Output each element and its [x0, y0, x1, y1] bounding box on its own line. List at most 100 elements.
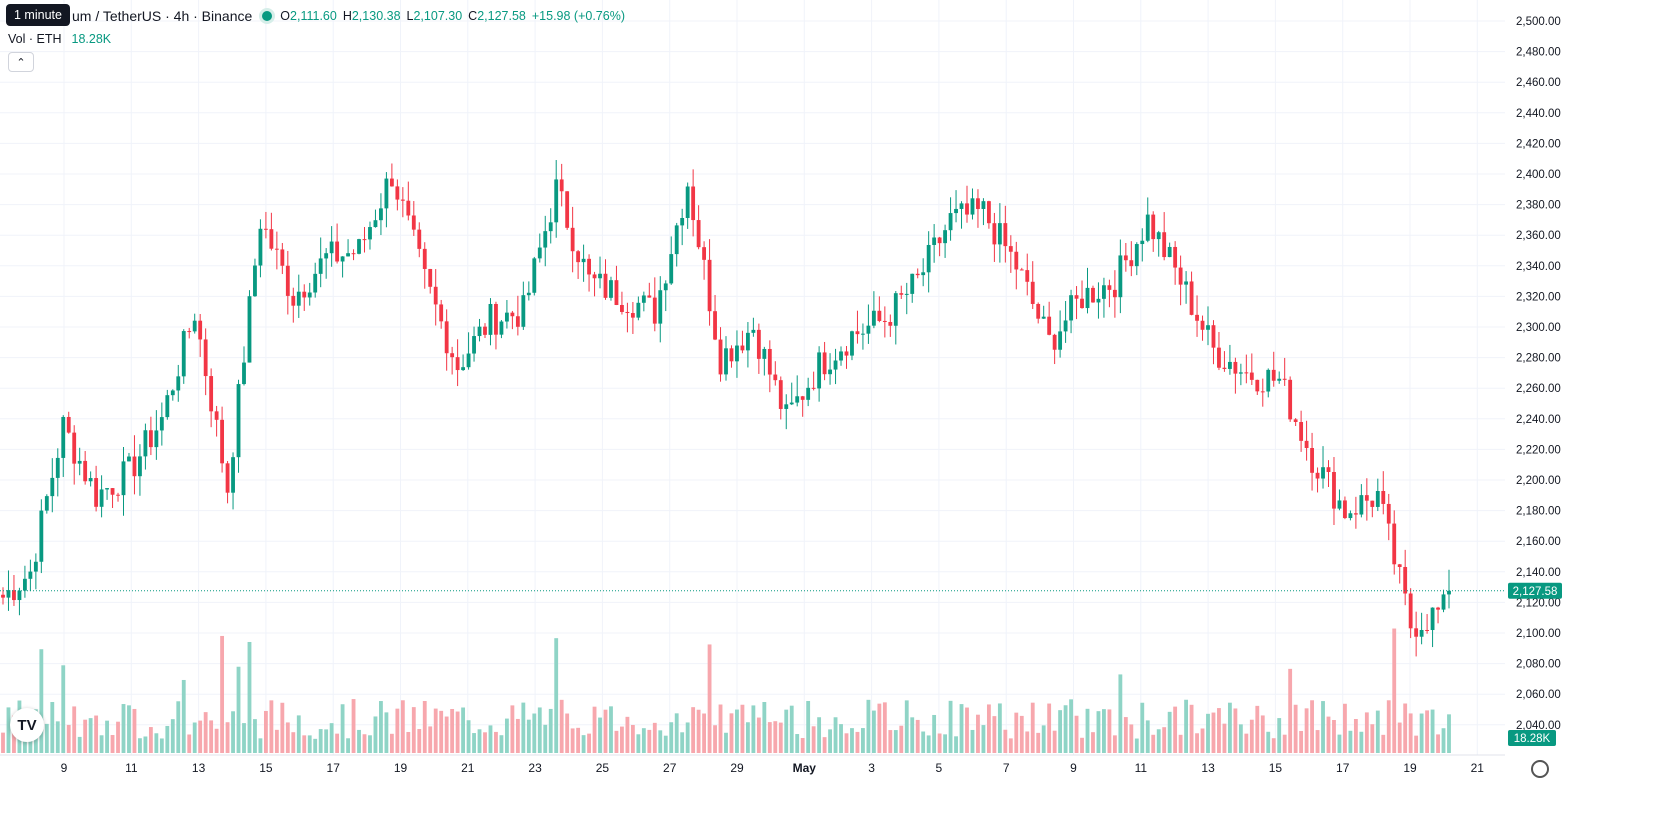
- volume-bar: [850, 728, 854, 753]
- candle-body: [1080, 298, 1084, 309]
- volume-bar: [822, 737, 827, 753]
- volume-bar: [565, 713, 570, 753]
- candle-body: [1359, 495, 1364, 515]
- volume-bar: [1271, 738, 1276, 753]
- candle-body: [1397, 564, 1402, 567]
- candle-body: [1447, 590, 1451, 595]
- price-tick-label: 2,140.00: [1516, 567, 1561, 579]
- chevron-up-icon: ⌃: [16, 56, 26, 69]
- volume-bar: [537, 707, 542, 753]
- volume-bar: [609, 706, 613, 753]
- candle-body: [850, 331, 854, 356]
- volume-legend: Vol · ETH 18.28K: [8, 32, 111, 46]
- volume-bar: [357, 729, 361, 753]
- volume-bar: [1238, 724, 1243, 753]
- candle-body: [1244, 372, 1249, 374]
- candle-body: [33, 561, 38, 572]
- volume-bar: [877, 703, 882, 753]
- candle-body: [77, 460, 82, 464]
- candle-body: [1403, 566, 1408, 594]
- candle-body: [170, 390, 175, 396]
- volume-bar: [828, 729, 832, 753]
- candle-body: [1058, 331, 1063, 350]
- candle-body: [1129, 260, 1134, 267]
- volume-bar: [121, 704, 126, 753]
- candle-body: [132, 456, 137, 477]
- candle-body: [1140, 240, 1145, 245]
- volume-bar: [976, 714, 980, 753]
- volume-bar: [307, 735, 312, 753]
- volume-bar: [105, 720, 109, 753]
- volume-bar: [1063, 705, 1068, 753]
- volume-bar: [817, 717, 822, 753]
- volume-label[interactable]: Vol · ETH: [8, 32, 62, 46]
- symbol-title[interactable]: um / TetherUS · 4h · Binance: [72, 8, 253, 24]
- candle-body: [1288, 379, 1293, 420]
- volume-bar: [1206, 713, 1210, 753]
- time-tick-label: May: [793, 761, 817, 775]
- volume-bar: [614, 730, 619, 753]
- volume-bar: [1343, 703, 1347, 753]
- volume-bar: [1277, 718, 1282, 753]
- candle-body: [1364, 495, 1369, 501]
- volume-bar: [1375, 710, 1380, 753]
- candle-body: [669, 254, 674, 284]
- candle-body: [1096, 298, 1101, 303]
- candle-body: [893, 293, 898, 326]
- volume-bar: [1184, 699, 1189, 753]
- volume-bar: [948, 700, 953, 753]
- collapse-legend-button[interactable]: ⌃: [8, 52, 34, 72]
- candle-body: [756, 329, 761, 359]
- volume-bar: [767, 722, 772, 753]
- volume-bar: [1364, 712, 1369, 753]
- volume-bars: [1, 628, 1451, 753]
- volume-bar: [170, 719, 175, 753]
- candle-body: [39, 510, 44, 562]
- volume-bar: [406, 731, 411, 753]
- candle-body: [532, 258, 537, 293]
- price-tick-label: 2,500.00: [1516, 16, 1561, 28]
- volume-bar: [72, 706, 77, 753]
- volume-bar: [318, 729, 323, 753]
- candle-body: [1370, 500, 1375, 507]
- volume-bar: [66, 724, 71, 753]
- volume-bar: [132, 708, 137, 753]
- price-tick-label: 2,420.00: [1516, 138, 1561, 150]
- volume-bar: [154, 733, 159, 753]
- tradingview-logo[interactable]: TV: [10, 708, 44, 742]
- price-tick-label: 2,300.00: [1516, 322, 1561, 334]
- volume-bar: [647, 729, 652, 753]
- candle-body: [548, 222, 553, 232]
- candle-body: [483, 326, 487, 335]
- volume-bar: [77, 736, 82, 753]
- time-tick-label: 9: [1070, 761, 1077, 775]
- candle-body: [614, 280, 619, 306]
- candle-body: [685, 186, 690, 218]
- volume-bar: [110, 735, 115, 753]
- volume-bar: [433, 708, 438, 753]
- candle-body: [17, 590, 22, 601]
- volume-bar: [1112, 735, 1117, 753]
- candle-body: [1227, 361, 1232, 369]
- candle-body: [192, 320, 197, 332]
- volume-bar: [625, 716, 630, 753]
- candle-body: [795, 396, 800, 403]
- volume-bar: [269, 700, 274, 753]
- volume-bar: [88, 718, 93, 753]
- candle-body: [466, 353, 471, 368]
- volume-bar: [61, 665, 66, 753]
- gear-icon[interactable]: [1531, 760, 1549, 778]
- volume-bar: [1151, 734, 1156, 753]
- volume-bar: [696, 709, 701, 753]
- volume-bar: [702, 713, 707, 753]
- volume-bar: [986, 704, 991, 753]
- candle-body: [1003, 223, 1008, 247]
- volume-bar: [1299, 730, 1304, 753]
- volume-bar: [159, 738, 164, 753]
- price-tick-label: 2,360.00: [1516, 230, 1561, 242]
- volume-bar: [1096, 711, 1101, 753]
- candles: [1, 160, 1451, 657]
- volume-bar: [548, 708, 553, 753]
- candle-body: [510, 312, 515, 317]
